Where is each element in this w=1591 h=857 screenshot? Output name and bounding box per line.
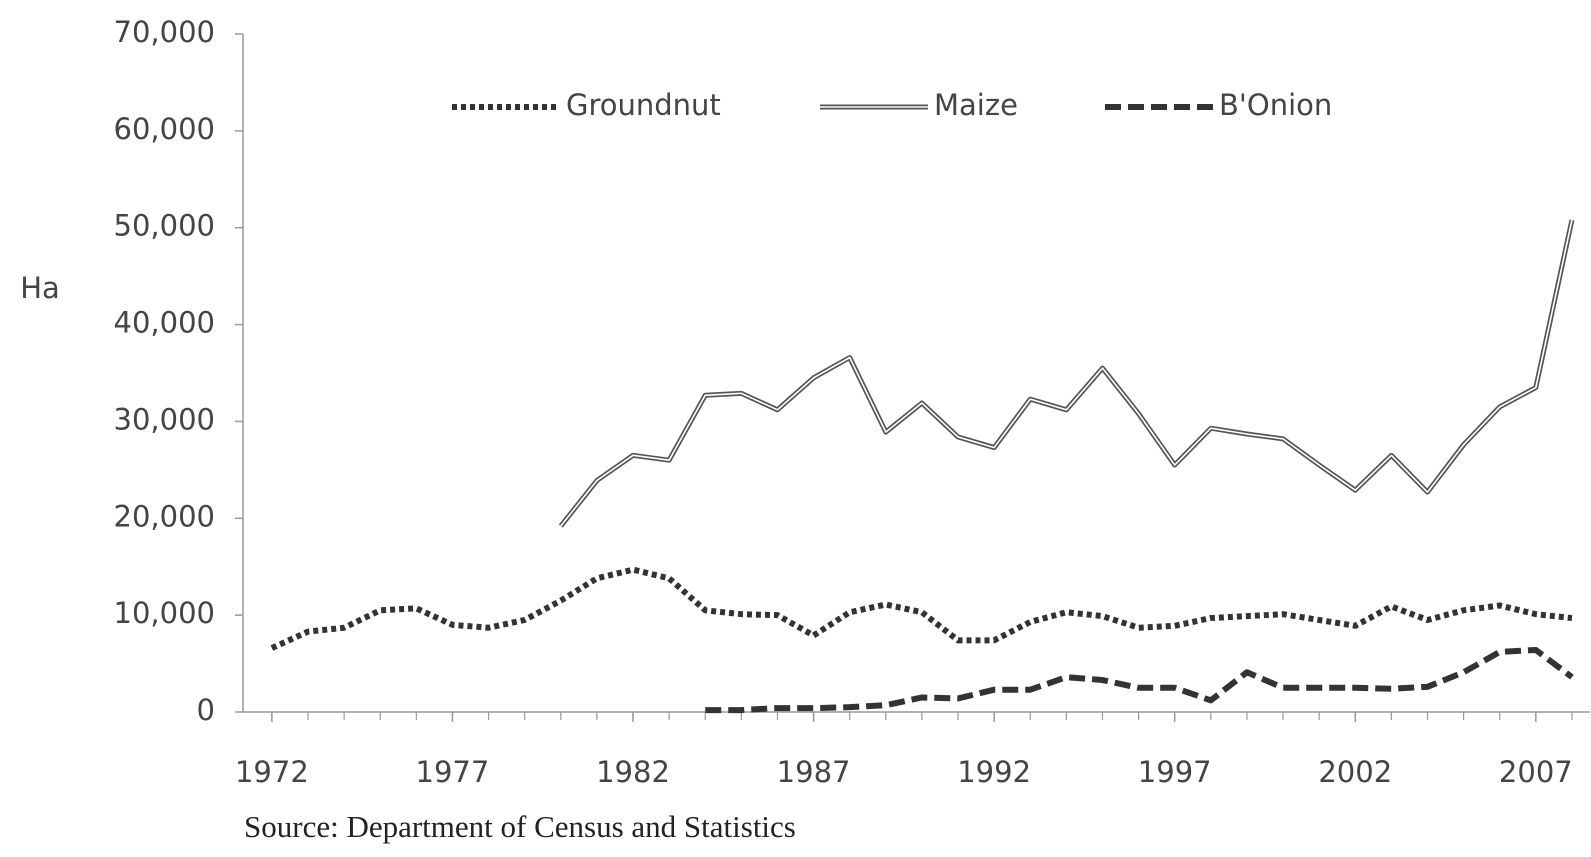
y-tick-label: 60,000: [114, 112, 215, 146]
source-note: Source: Department of Census and Statist…: [244, 809, 796, 844]
y-tick-label: 40,000: [114, 306, 215, 340]
y-tick-label: 10,000: [114, 596, 215, 630]
series-line-core: [560, 219, 1573, 527]
x-tick-label: 1982: [596, 755, 670, 789]
x-tick-label: 2002: [1318, 755, 1392, 789]
legend-label: Groundnut: [566, 88, 721, 122]
series-line: [558, 219, 1575, 528]
x-tick-label: 1997: [1138, 755, 1212, 789]
y-tick-label: 30,000: [114, 402, 215, 436]
y-tick-label: 20,000: [114, 499, 215, 533]
x-tick-label: 2007: [1499, 755, 1573, 789]
x-tick-label: 1977: [416, 755, 490, 789]
series-line: [705, 647, 1574, 714]
y-tick-label: 70,000: [114, 15, 215, 49]
legend-label: B'Onion: [1219, 88, 1332, 122]
legend-label: Maize: [934, 88, 1018, 122]
y-axis-label: Ha: [20, 271, 60, 305]
y-tick-label: 50,000: [114, 209, 215, 243]
series-line: [270, 566, 1573, 651]
y-tick-label: 0: [197, 693, 215, 727]
x-tick-label: 1972: [235, 755, 309, 789]
x-tick-label: 1987: [777, 755, 851, 789]
x-tick-label: 1992: [957, 755, 1031, 789]
